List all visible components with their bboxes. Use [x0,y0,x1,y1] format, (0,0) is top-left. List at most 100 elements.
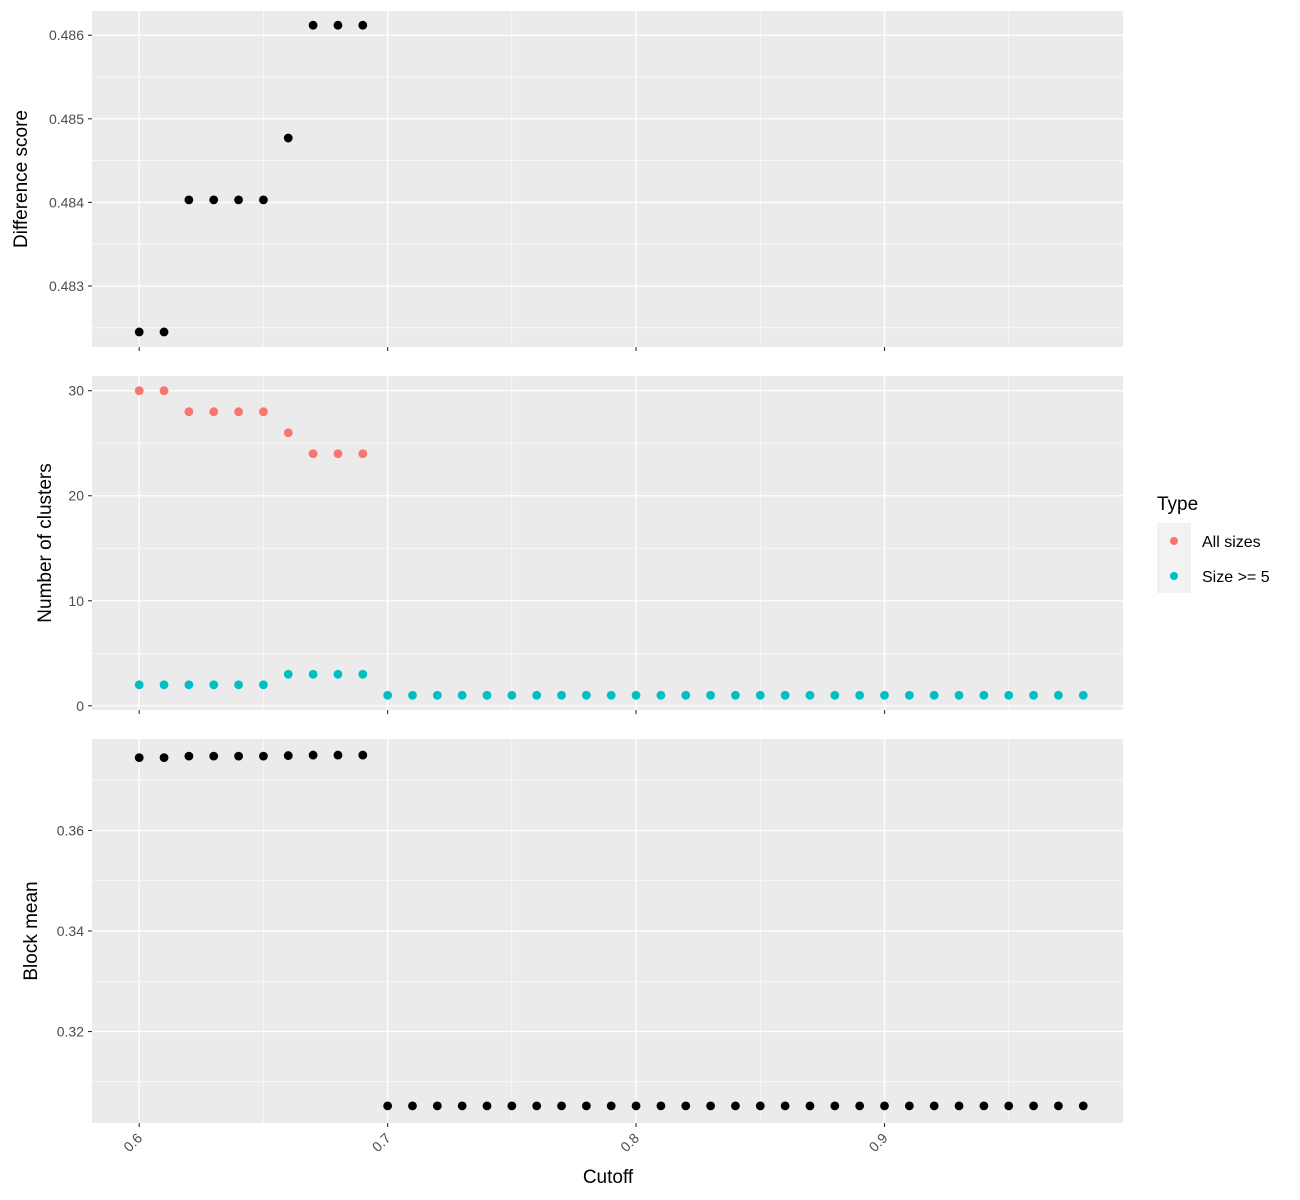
data-point [432,690,442,700]
data-point [259,195,268,205]
data-point [1029,690,1038,700]
data-point [1004,690,1014,700]
legend-label-all-sizes: All sizes [1202,534,1261,551]
data-point [631,1101,641,1111]
data-point [308,449,318,459]
data-point [159,327,169,337]
panel-difference: 0.483 0.484 0.485 0.486 Difference score [11,11,1123,351]
data-point [904,1101,914,1111]
data-point [780,1101,790,1111]
data-point [159,680,169,690]
data-point [706,690,715,700]
data-point [482,690,492,700]
panel-background [92,376,1123,710]
data-point [358,750,368,760]
data-point [457,690,467,700]
panels: 0.483 0.484 0.485 0.486 Difference score 0 10 2… [11,11,1123,1127]
data-point [333,449,343,459]
data-point [954,1101,964,1111]
data-point [1078,690,1088,700]
data-point [184,751,194,761]
data-point [333,20,343,30]
data-point [308,750,318,760]
data-point [830,1101,840,1111]
data-point [755,1101,765,1111]
data-point [731,1101,740,1111]
x-tick-label: 0.7 [369,1130,394,1155]
legend: Type All sizes Size >= 5 [1157,494,1270,593]
data-point [780,690,790,700]
data-point [557,690,566,700]
y-axis-title: Number of clusters [35,463,56,622]
y-tick-label: 30 [68,383,84,399]
data-point [184,407,194,417]
data-point [1029,1101,1038,1111]
legend-label-size-5: Size >= 5 [1202,569,1270,586]
data-point [855,690,865,700]
data-point [283,428,293,438]
data-point [234,680,243,690]
data-point [283,751,293,760]
x-axis: 0.6 0.7 0.8 0.9 [120,1130,891,1155]
data-point [830,690,840,700]
y-tick-label: 0.32 [57,1024,84,1040]
data-point [234,407,243,417]
data-point [408,690,417,700]
data-point [333,669,343,679]
y-axis-title: Difference score [11,110,32,248]
data-point [209,680,219,690]
data-point [507,1101,517,1111]
y-tick-label: 0.485 [49,111,84,127]
data-point [904,690,914,700]
data-point [1054,1101,1063,1111]
data-point [880,690,889,700]
data-point [134,680,144,690]
data-point [259,680,268,690]
data-point [805,690,815,700]
panel-clusters: 0 10 20 30 Number of clusters [35,376,1123,714]
data-point [731,690,740,700]
data-point [606,1101,616,1111]
data-point [979,690,989,700]
data-point [581,1101,591,1111]
data-point [159,753,169,762]
data-point [656,690,666,700]
data-point [979,1101,989,1111]
data-point [234,751,243,761]
data-point [929,690,939,700]
data-point [581,690,591,700]
data-point [184,195,194,205]
data-point [209,195,219,205]
data-point [358,449,368,459]
data-point [259,751,268,761]
data-point [1054,690,1063,700]
data-point [283,669,293,679]
data-point [929,1101,939,1111]
data-point [656,1101,666,1111]
data-point [432,1101,442,1111]
data-point [209,407,219,417]
data-point [1078,1101,1088,1111]
panel-background [92,11,1123,347]
y-tick-label: 0.486 [49,27,84,43]
x-tick-label: 0.9 [866,1130,891,1155]
data-point [855,1101,865,1111]
data-point [755,690,765,700]
data-point [631,690,641,700]
data-point [681,1101,691,1111]
data-point [1004,1101,1014,1111]
data-point [134,753,144,762]
data-point [557,1101,566,1111]
data-point [507,690,517,700]
data-point [606,690,616,700]
y-tick-label: 0.36 [57,822,84,838]
y-tick-label: 20 [68,488,84,504]
data-point [308,669,318,679]
data-point [383,690,393,700]
data-point [706,1101,715,1111]
x-axis-title: Cutoff [583,1167,634,1188]
data-point [308,20,318,30]
data-point [283,133,293,143]
data-point [681,690,691,700]
